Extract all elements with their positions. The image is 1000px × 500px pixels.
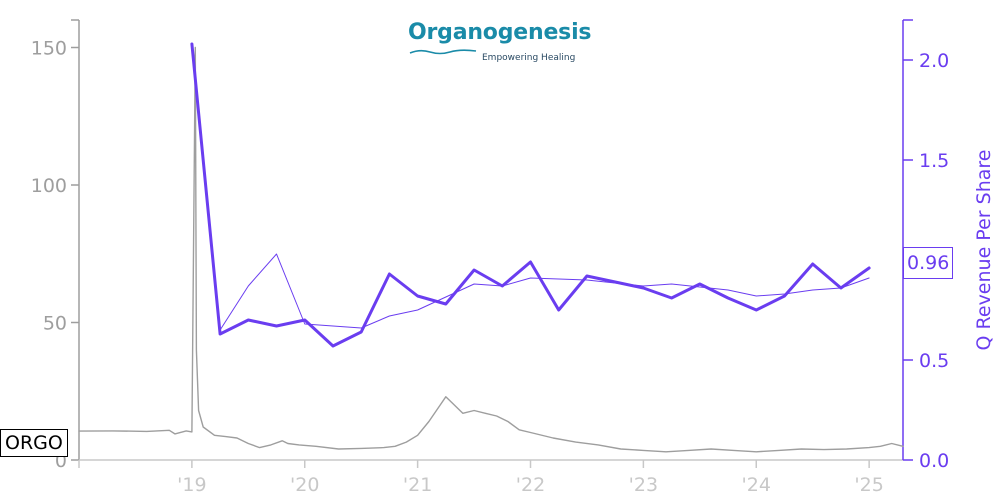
revenue-series-line [190, 42, 871, 348]
logo-wordmark: Organogenesis [408, 20, 592, 45]
price-series-line [78, 46, 904, 453]
x-axis-tick-label: '23 [629, 474, 658, 496]
left-axis-tick-label: 150 [31, 38, 67, 60]
revenue-trend-line [219, 253, 870, 331]
x-axis-tick-label: '20 [290, 474, 319, 496]
x-axis-tick-label: '24 [742, 474, 771, 496]
x-axis-tick-label: '19 [177, 474, 206, 496]
right-axis-label: Q Revenue Per Share [973, 150, 995, 351]
last-value-badge: 0.96 [903, 247, 954, 279]
right-axis-tick-label: 2.0 [919, 50, 949, 72]
logo-swoosh-icon [409, 49, 477, 55]
left-axis-tick-label: 100 [31, 175, 67, 197]
chart-series [78, 42, 904, 453]
x-axis-tick-label: '22 [516, 474, 545, 496]
company-logo: Organogenesis Empowering Healing [408, 20, 592, 70]
chart-axes: 050100150'19'20'21'22'23'24'250.00.51.01… [31, 19, 995, 496]
right-axis-tick-label: 0.0 [919, 450, 949, 472]
x-axis-tick-label: '21 [403, 474, 432, 496]
logo-tagline: Empowering Healing [482, 53, 576, 63]
ticker-label: ORGO [0, 429, 68, 457]
left-axis-tick-label: 50 [43, 313, 67, 335]
right-axis-tick-label: 0.5 [919, 350, 949, 372]
x-axis-tick-label: '25 [854, 474, 883, 496]
right-axis-tick-label: 1.5 [919, 150, 949, 172]
